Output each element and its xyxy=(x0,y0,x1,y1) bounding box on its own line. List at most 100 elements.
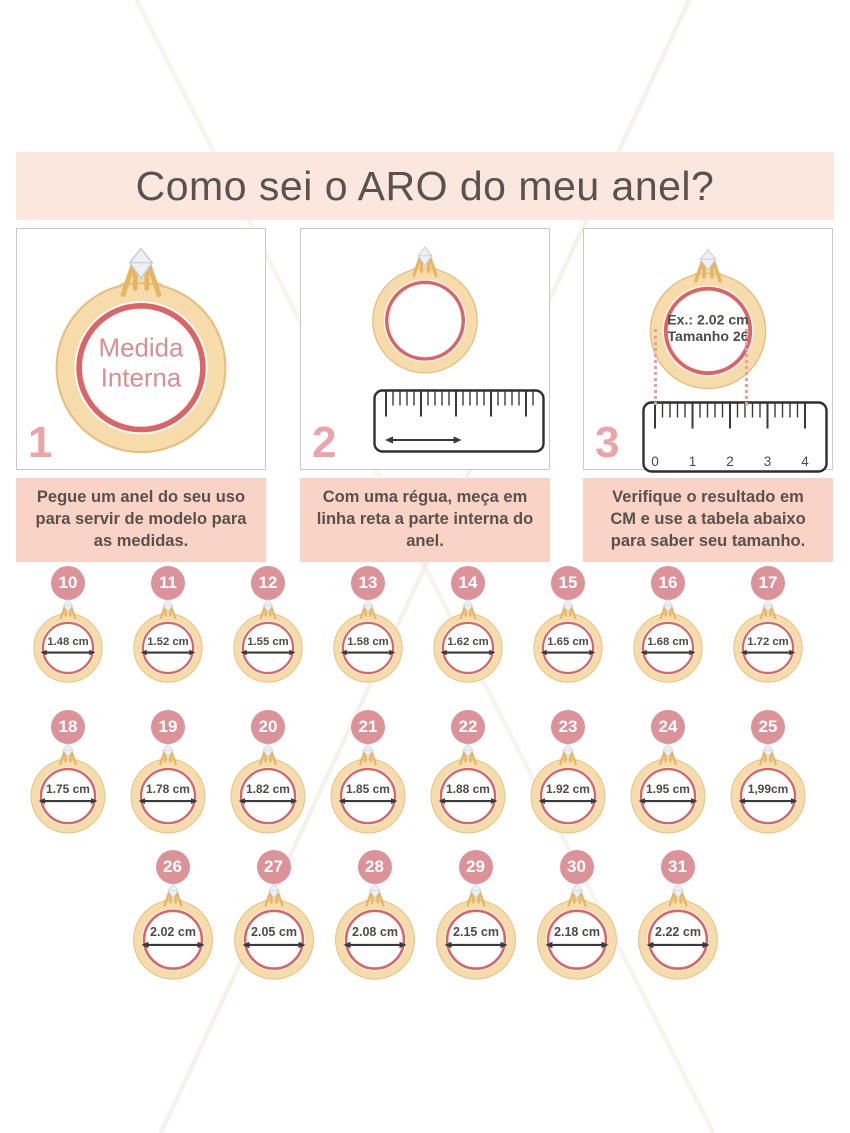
svg-text:1.52 cm: 1.52 cm xyxy=(147,636,189,648)
ring-with-measure-icon: 1.62 cm xyxy=(430,599,506,683)
svg-text:2: 2 xyxy=(726,454,734,469)
ring-illustration-example: Ex.: 2.02 cm Tamanho 26 xyxy=(644,245,772,395)
svg-text:1.82 cm: 1.82 cm xyxy=(246,782,290,796)
svg-text:Interna: Interna xyxy=(101,364,182,392)
svg-text:Ex.: 2.02 cm: Ex.: 2.02 cm xyxy=(667,312,748,328)
ring-size-cell-28: 28 2.08 cm xyxy=(324,850,425,980)
size-badge: 11 xyxy=(151,566,185,600)
step-3-number: 3 xyxy=(595,418,620,467)
ring-size-cell-30: 30 2.18 cm xyxy=(526,850,627,980)
page-title: Como sei o ARO do meu anel? xyxy=(135,162,715,209)
size-badge: 30 xyxy=(559,850,594,884)
size-badge: 16 xyxy=(651,566,685,600)
ring-with-measure-icon: 1.95 cm xyxy=(627,743,709,834)
size-badge: 23 xyxy=(551,710,585,744)
ring-with-measure-icon: 2.02 cm xyxy=(129,883,217,980)
size-badge: 24 xyxy=(651,710,685,744)
size-badge: 17 xyxy=(751,566,785,600)
svg-text:Tamanho 26: Tamanho 26 xyxy=(667,328,748,344)
ring-size-cell-29: 29 2.15 cm xyxy=(425,850,526,980)
step-2-caption: Com uma régua, meça em linha reta a part… xyxy=(300,478,550,562)
ring-with-measure-icon: 1.48 cm xyxy=(30,599,106,683)
ring-size-cell-19: 19 1.78 cm xyxy=(118,710,218,834)
ring-size-cell-20: 20 1.82 cm xyxy=(218,710,318,834)
svg-text:1.48 cm: 1.48 cm xyxy=(47,636,89,648)
size-badge: 22 xyxy=(451,710,485,744)
svg-text:0: 0 xyxy=(651,454,659,469)
svg-text:2.18 cm: 2.18 cm xyxy=(554,925,600,939)
svg-text:1.92 cm: 1.92 cm xyxy=(546,782,590,796)
ring-with-measure-icon: 1.85 cm xyxy=(327,743,409,834)
size-badge: 26 xyxy=(155,850,190,884)
size-badge: 31 xyxy=(660,850,695,884)
ring-illustration-medida-interna: Medida Interna xyxy=(47,242,235,459)
ring-size-cell-27: 27 2.05 cm xyxy=(223,850,324,980)
ring-size-cell-25: 25 1,99cm xyxy=(718,710,818,834)
svg-text:1.75 cm: 1.75 cm xyxy=(46,782,90,796)
ring-size-cell-21: 21 1.85 cm xyxy=(318,710,418,834)
step-2-number: 2 xyxy=(312,418,337,467)
svg-text:1.65 cm: 1.65 cm xyxy=(547,636,589,648)
size-badge: 18 xyxy=(51,710,85,744)
svg-text:1.55 cm: 1.55 cm xyxy=(247,636,289,648)
svg-text:1.85 cm: 1.85 cm xyxy=(346,782,390,796)
size-row-26-31: 26 2.02 cm 27 2.05 cm 28 xyxy=(122,850,728,980)
ring-size-cell-10: 10 1.48 cm xyxy=(18,566,118,683)
ring-size-cell-17: 17 1.72 cm xyxy=(718,566,818,683)
ruler-icon xyxy=(373,389,545,458)
ring-with-measure-icon: 1.82 cm xyxy=(227,743,309,834)
size-badge: 10 xyxy=(51,566,85,600)
svg-text:2.05 cm: 2.05 cm xyxy=(251,925,297,939)
ring-size-cell-22: 22 1.88 cm xyxy=(418,710,518,834)
ring-size-cell-15: 15 1.65 cm xyxy=(518,566,618,683)
size-badge: 19 xyxy=(151,710,185,744)
svg-text:1.72 cm: 1.72 cm xyxy=(747,636,789,648)
measure-dotted-line-left xyxy=(654,329,657,405)
svg-text:Medida: Medida xyxy=(99,334,184,362)
svg-text:2.22 cm: 2.22 cm xyxy=(655,925,701,939)
svg-text:1.95 cm: 1.95 cm xyxy=(646,782,690,796)
svg-text:2.08 cm: 2.08 cm xyxy=(352,925,398,939)
step-1-caption-text: Pegue um anel do seu uso para servir de … xyxy=(35,488,247,550)
step-3-caption-text: Verifique o resultado em CM e use a tabe… xyxy=(610,488,806,550)
size-badge: 20 xyxy=(251,710,285,744)
size-badge: 13 xyxy=(351,566,385,600)
ring-size-cell-23: 23 1.92 cm xyxy=(518,710,618,834)
ring-with-measure-icon: 1.75 cm xyxy=(27,743,109,834)
ring-with-measure-icon: 1,99cm xyxy=(727,743,809,834)
ring-size-cell-24: 24 1.95 cm xyxy=(618,710,718,834)
measure-dotted-line-right xyxy=(745,329,748,405)
svg-text:1.58 cm: 1.58 cm xyxy=(347,636,389,648)
svg-text:1.68 cm: 1.68 cm xyxy=(647,636,689,648)
size-badge: 14 xyxy=(451,566,485,600)
ring-with-measure-icon: 2.05 cm xyxy=(230,883,318,980)
size-badge: 27 xyxy=(256,850,291,884)
ring-with-measure-icon: 1.72 cm xyxy=(730,599,806,683)
ring-with-measure-icon: 1.55 cm xyxy=(230,599,306,683)
ring-size-cell-13: 13 1.58 cm xyxy=(318,566,418,683)
svg-text:1.88 cm: 1.88 cm xyxy=(446,782,490,796)
ring-with-measure-icon: 1.78 cm xyxy=(127,743,209,834)
svg-text:1: 1 xyxy=(689,454,697,469)
size-badge: 15 xyxy=(551,566,585,600)
ring-size-cell-31: 31 2.22 cm xyxy=(627,850,728,980)
ring-with-measure-icon: 1.68 cm xyxy=(630,599,706,683)
size-row-10-17: 10 1.48 cm 11 1.52 cm 12 xyxy=(18,566,818,683)
ring-illustration-plain xyxy=(367,243,483,379)
ring-with-measure-icon: 1.65 cm xyxy=(530,599,606,683)
ring-with-measure-icon: 1.52 cm xyxy=(130,599,206,683)
ring-with-measure-icon: 2.15 cm xyxy=(432,883,520,980)
ring-size-cell-18: 18 1.75 cm xyxy=(18,710,118,834)
size-row-18-25: 18 1.75 cm 19 1.78 cm 20 xyxy=(18,710,818,834)
step-3-caption: Verifique o resultado em CM e use a tabe… xyxy=(583,478,833,562)
ring-size-cell-12: 12 1.55 cm xyxy=(218,566,318,683)
header-band: Como sei o ARO do meu anel? xyxy=(16,152,834,220)
ring-with-measure-icon: 1.88 cm xyxy=(427,743,509,834)
step-1-number: 1 xyxy=(28,418,53,467)
ring-size-cell-14: 14 1.62 cm xyxy=(418,566,518,683)
step-2-caption-text: Com uma régua, meça em linha reta a part… xyxy=(316,488,534,550)
step-3-panel: Ex.: 2.02 cm Tamanho 26 0 1 2 3 4 3 xyxy=(583,228,833,473)
size-badge: 12 xyxy=(251,566,285,600)
svg-text:1.62 cm: 1.62 cm xyxy=(447,636,489,648)
svg-text:3: 3 xyxy=(764,454,772,469)
